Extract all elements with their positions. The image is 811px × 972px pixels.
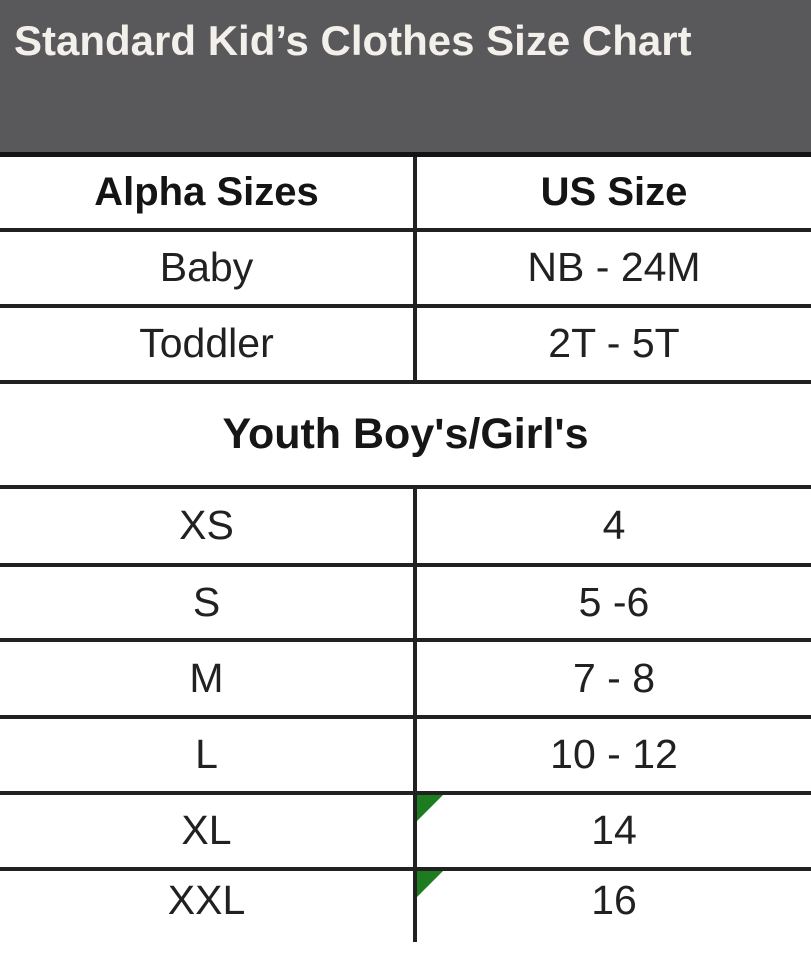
section-header-row: Youth Boy's/Girl's [0,382,811,487]
section-header-youth: Youth Boy's/Girl's [222,409,589,458]
error-indicator-icon [417,870,443,897]
us-size-cell: 14 [415,793,811,869]
table-row: Toddler 2T - 5T [0,305,811,382]
us-size-cell: 10 - 12 [550,731,678,777]
us-size-cell: 4 [602,502,626,548]
us-size-cell: 7 - 8 [572,654,656,701]
alpha-size-cell: XXL [0,868,417,942]
us-size-cell: 16 [415,869,811,942]
alpha-size-cell: XS [0,486,417,565]
alpha-size-cell: L [0,716,417,793]
us-size-cell: NB - 24M [527,244,701,290]
table-row: XL 14 [0,792,811,869]
us-size-cell: 5 -6 [578,578,650,625]
alpha-size-cell: Baby [0,229,417,306]
size-table: Alpha Sizes US Size Baby NB - 24M Toddle… [0,152,811,942]
table-row: Baby NB - 24M [0,229,811,306]
table-row: L 10 - 12 [0,716,811,793]
table-header-row: Alpha Sizes US Size [0,154,811,230]
chart-title: Standard Kid’s Clothes Size Chart [14,17,692,64]
table-row: XS 4 [0,486,811,565]
us-size-cell: 2T - 5T [548,320,680,366]
alpha-size-cell: M [0,639,417,717]
us-size-value: 16 [591,876,637,923]
error-indicator-icon [417,794,443,821]
table-row: M 7 - 8 [0,639,811,717]
column-header-us-size: US Size [540,169,688,214]
alpha-size-cell: XL [0,792,417,869]
us-size-value: 14 [591,807,637,853]
table-row: S 5 -6 [0,564,811,640]
alpha-size-cell: S [0,564,417,640]
alpha-size-cell: Toddler [0,305,417,382]
table-row: XXL 16 [0,868,811,942]
column-header-alpha-sizes: Alpha Sizes [0,154,417,230]
chart-title-banner: Standard Kid’s Clothes Size Chart [0,0,811,152]
